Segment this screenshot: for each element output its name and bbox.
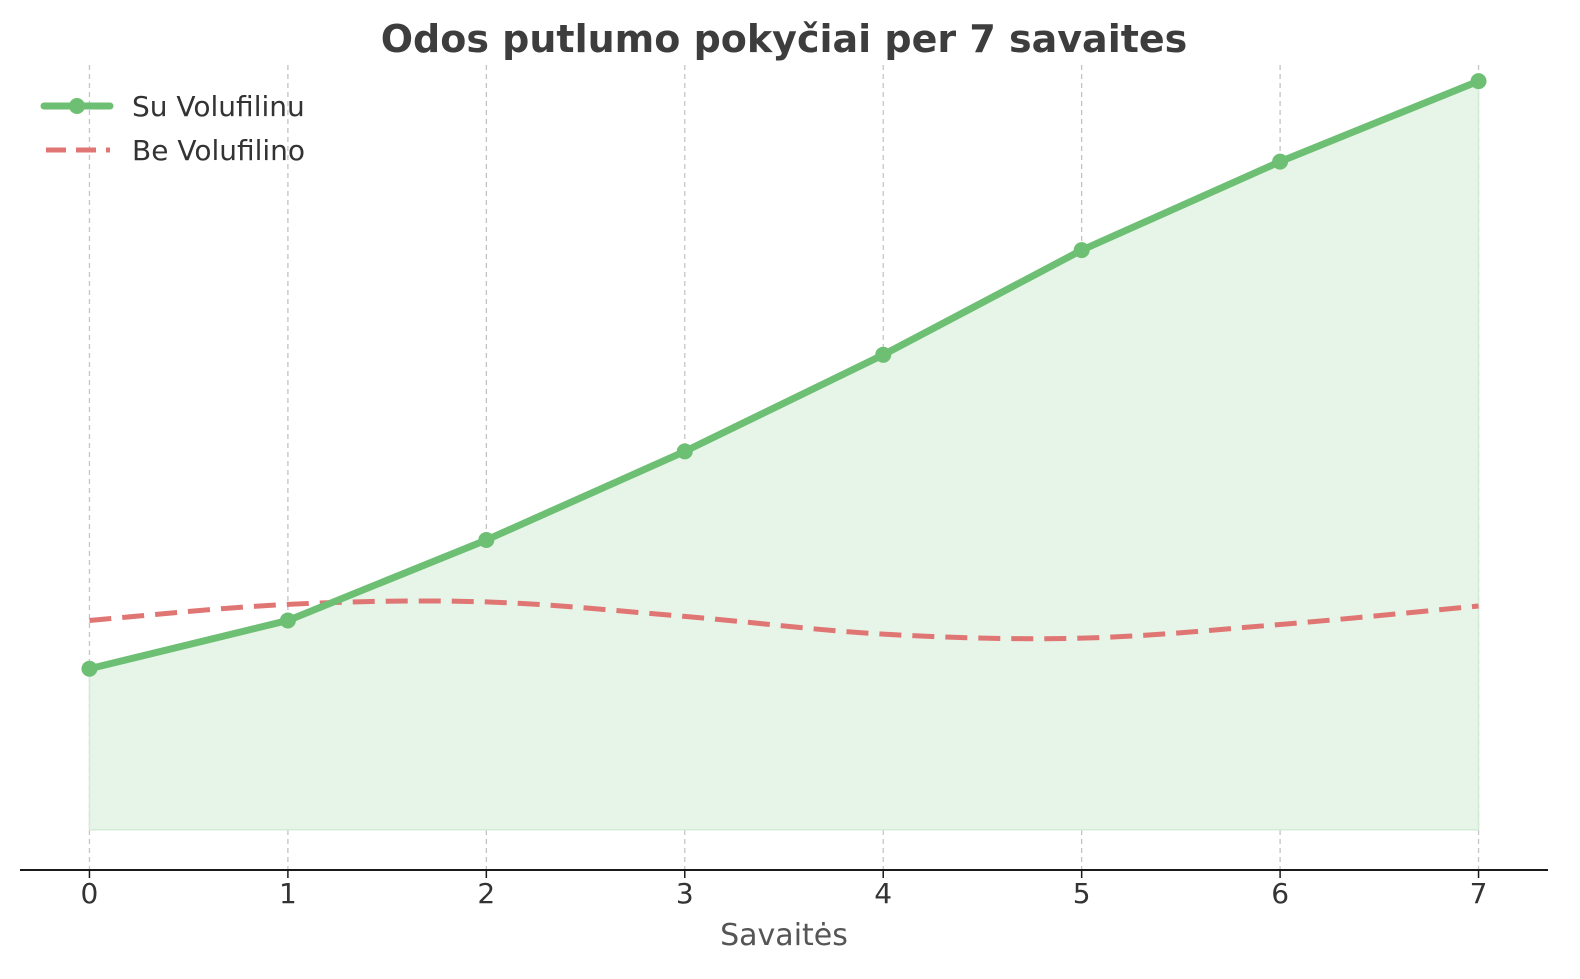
- x-tick-label-3: 3: [676, 877, 694, 910]
- data-point-su-volufilinu-6: [1272, 153, 1289, 170]
- x-tick-label-4: 4: [874, 877, 892, 910]
- x-tick-label-7: 7: [1470, 877, 1488, 910]
- legend-marker-su-volufilinu: [69, 98, 85, 114]
- x-tick-label-1: 1: [279, 877, 297, 910]
- data-point-su-volufilinu-5: [1073, 242, 1090, 259]
- x-axis-ticks: 0 1 2 3 4 5 6 7: [81, 870, 1488, 910]
- data-point-su-volufilinu-2: [478, 531, 495, 548]
- data-point-su-volufilinu-1: [279, 612, 296, 629]
- chart-title: Odos putlumo pokyčiai per 7 savaites: [381, 17, 1188, 61]
- x-axis-label: Savaitės: [720, 918, 848, 953]
- series-lines: [81, 73, 1487, 677]
- legend-label-su-volufilinu: Su Volufilinu: [132, 90, 305, 123]
- data-point-su-volufilinu-7: [1470, 73, 1487, 90]
- area-fill-su-volufilinu: [88, 79, 1480, 831]
- data-point-su-volufilinu-3: [676, 443, 693, 460]
- area-fill: [88, 79, 1480, 831]
- series-line-be-volufilino: [89, 598, 1479, 642]
- legend-label-be-volufilino: Be Volufilino: [132, 134, 305, 167]
- x-tick-label-2: 2: [477, 877, 495, 910]
- legend: Su Volufilinu Be Volufilino: [40, 90, 305, 167]
- data-point-su-volufilinu-4: [875, 346, 892, 363]
- x-tick-label-6: 6: [1271, 877, 1289, 910]
- series-line-su-volufilinu: [85, 77, 1483, 673]
- x-tick-label-5: 5: [1073, 877, 1091, 910]
- x-tick-label-0: 0: [81, 877, 99, 910]
- data-point-su-volufilinu-0: [81, 660, 98, 677]
